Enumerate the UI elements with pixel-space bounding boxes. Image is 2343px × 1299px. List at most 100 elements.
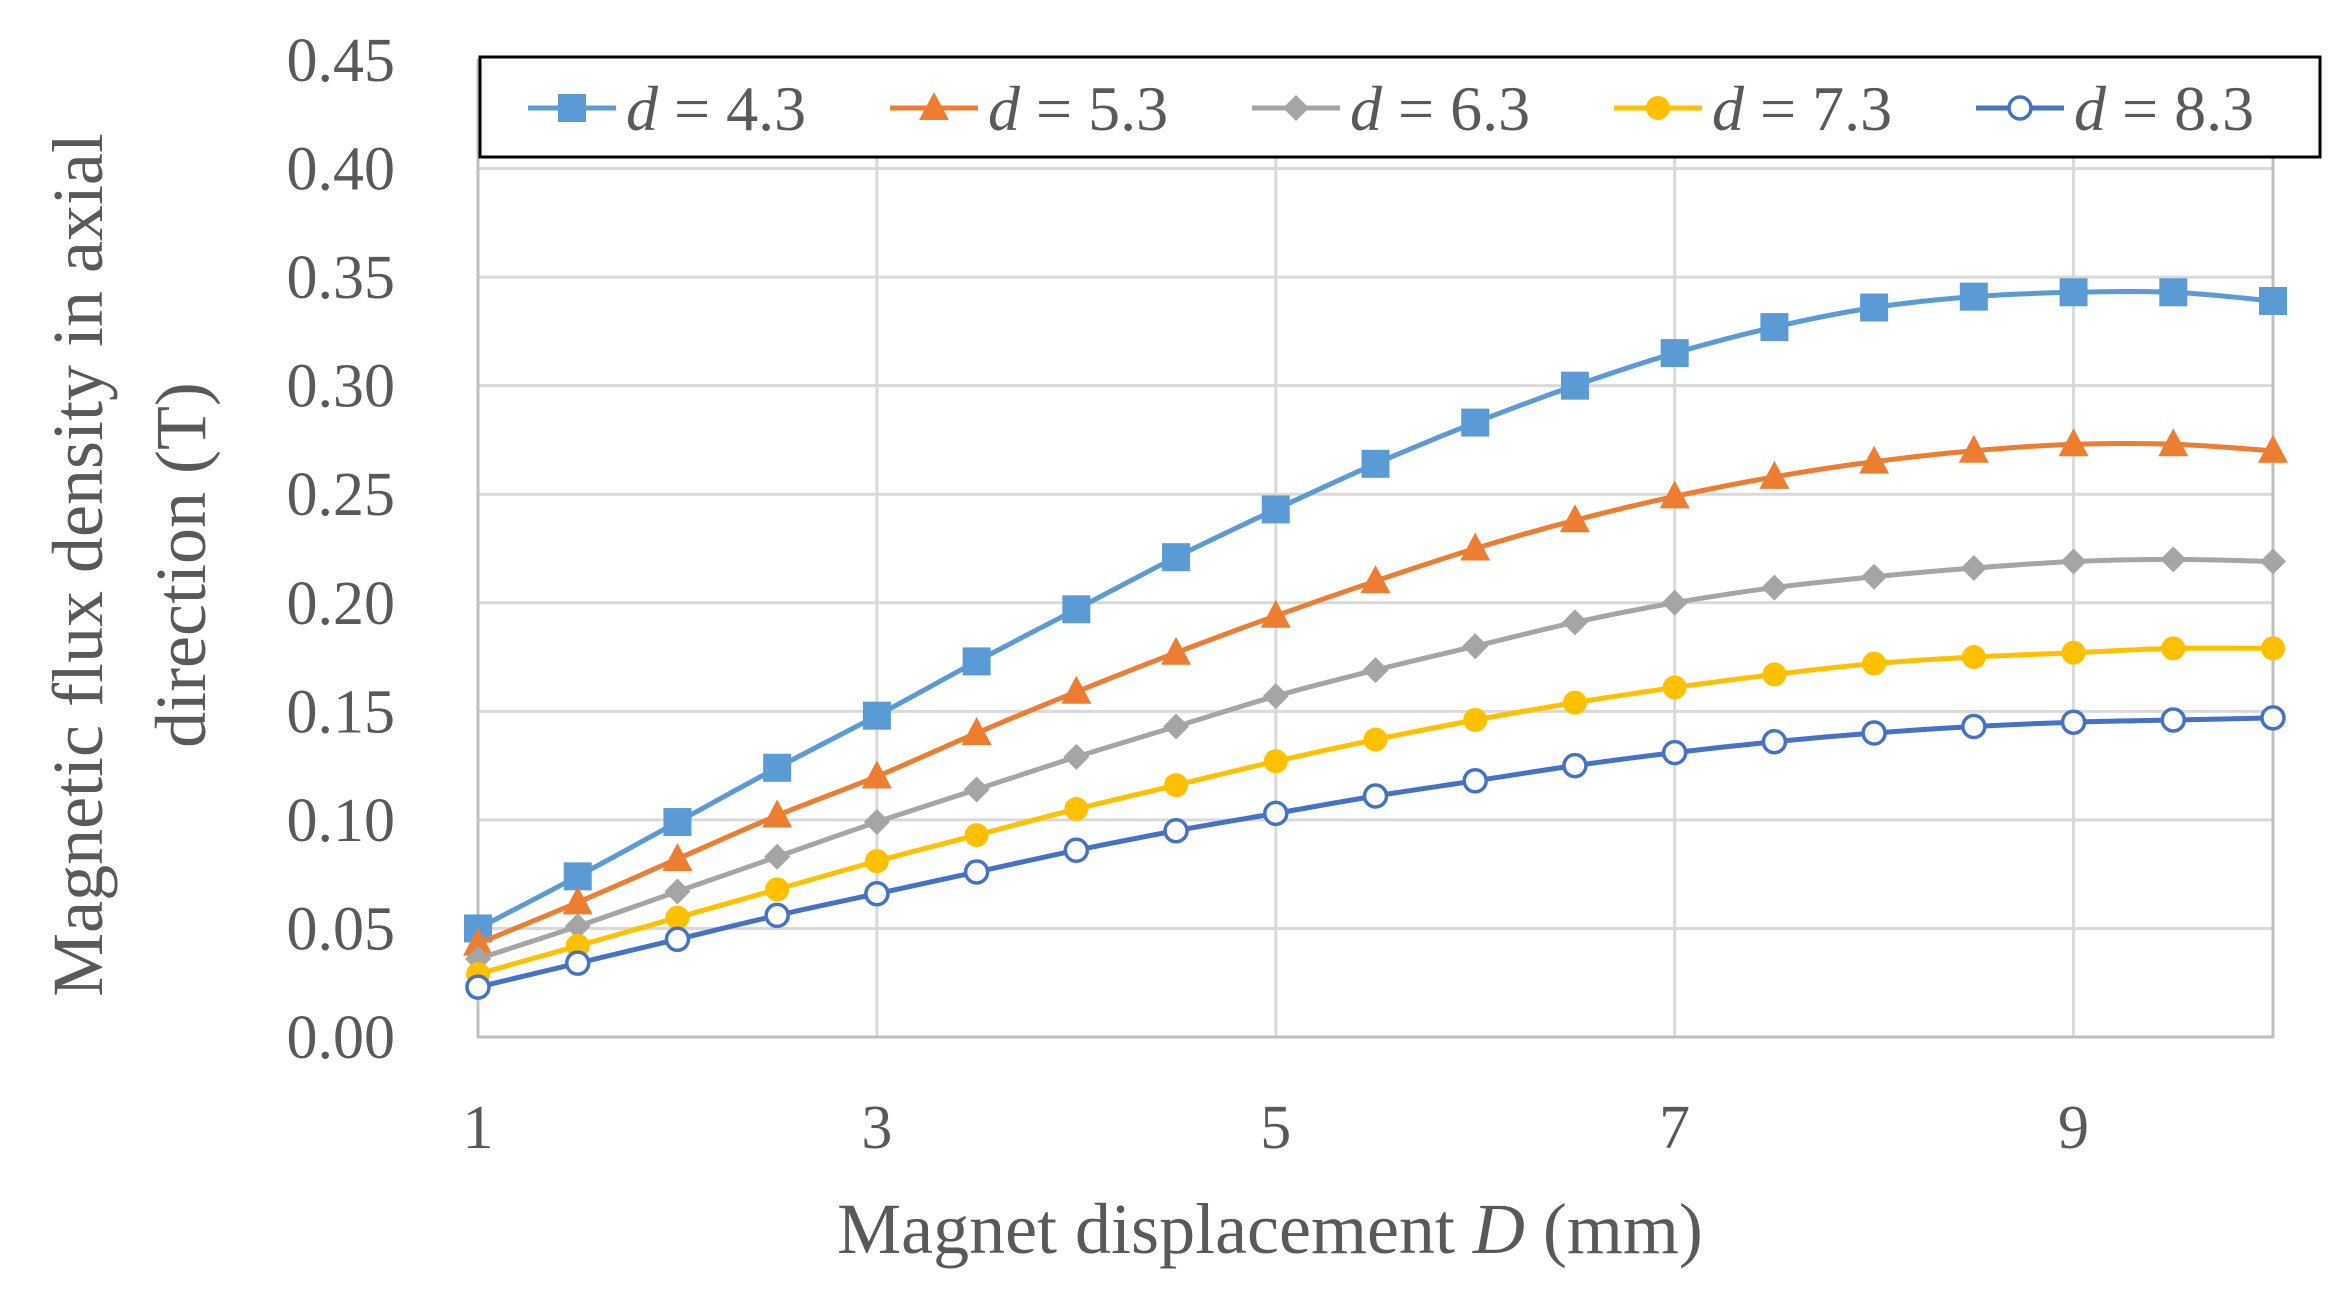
data-point (1362, 783, 1389, 809)
data-point (765, 877, 790, 902)
data-point (1363, 727, 1388, 752)
x-axis-title: Magnet displacement D (mm) (837, 1189, 1703, 1269)
data-point (963, 776, 990, 803)
data-point (1560, 371, 1589, 400)
data-point (2161, 636, 2186, 661)
legend-marker (919, 92, 949, 120)
y-tick-label: 0.10 (287, 787, 396, 855)
data-point (465, 974, 491, 1000)
legend-item: d = 6.3 (1252, 73, 1530, 144)
x-axis-tick-labels: 1 3 5 7 9 (463, 1094, 2090, 1162)
data-point (963, 859, 990, 885)
data-point (662, 842, 693, 871)
data-point (1759, 460, 1790, 489)
legend-label: d = 8.3 (2074, 73, 2254, 144)
data-point (1063, 837, 1090, 864)
data-point (2260, 548, 2286, 575)
data-point (1562, 690, 1587, 715)
data-point (764, 843, 791, 870)
data-point (1063, 743, 1090, 770)
legend-item: d = 5.3 (890, 73, 1168, 144)
legend: d = 4.3 d = 5.3 d = 6.3 d = 7.3 d = 8.3 (478, 55, 2322, 159)
data-point (1462, 633, 1489, 660)
data-point (1261, 495, 1290, 524)
data-point (2259, 286, 2287, 315)
data-point (1062, 595, 1091, 624)
data-point (1460, 532, 1491, 561)
data-point (1860, 293, 1889, 322)
x-tick-label: 1 (463, 1094, 494, 1162)
series-layer (463, 278, 2288, 1000)
series-line (477, 715, 2274, 990)
y-axis-title-line2: direction (T) (141, 382, 221, 748)
legend-label: d = 6.3 (1350, 73, 1530, 144)
data-point (964, 823, 989, 848)
data-point (463, 927, 493, 956)
data-point (1961, 713, 1987, 740)
legend-item: d = 4.3 (528, 73, 806, 144)
data-point (1761, 728, 1788, 755)
series-5 (465, 705, 2286, 1000)
data-point (1760, 313, 1789, 342)
data-point (1061, 675, 1092, 704)
data-point (1064, 797, 1089, 822)
data-point (1660, 339, 1689, 368)
data-point (1958, 434, 1989, 463)
data-point (664, 926, 691, 953)
data-point (2160, 546, 2187, 573)
y-axis-tick-labels: 0.00 0.05 0.10 0.15 0.20 0.25 0.30 0.35 0.40 0.45 (287, 27, 396, 1072)
data-point (2060, 709, 2087, 735)
y-tick-label: 0.40 (287, 136, 396, 204)
data-point (1262, 683, 1289, 710)
legend-marker (1283, 95, 1309, 121)
data-point (1164, 773, 1189, 798)
data-point (2261, 636, 2285, 661)
plot-area-border (476, 58, 2275, 1039)
data-point (1161, 636, 1192, 665)
data-point (1362, 657, 1389, 684)
series-2 (463, 428, 2288, 956)
y-tick-label: 0.35 (287, 244, 396, 312)
data-point (1862, 651, 1887, 676)
data-point (664, 878, 691, 905)
data-point (962, 647, 991, 676)
legend-marker (558, 94, 586, 122)
legend-label: d = 7.3 (1712, 73, 1892, 144)
y-tick-label: 0.05 (287, 895, 396, 963)
data-point (1263, 749, 1288, 774)
y-tick-label: 0.00 (287, 1004, 396, 1072)
series-line (477, 645, 2274, 977)
data-point (1562, 752, 1588, 779)
data-point (1559, 504, 1590, 533)
data-point (1463, 708, 1488, 733)
data-point (864, 880, 890, 907)
data-point (1961, 645, 1986, 670)
data-point (2058, 428, 2089, 457)
data-point (1163, 713, 1190, 740)
data-point (1861, 720, 1887, 746)
data-point (2061, 640, 2086, 665)
y-tick-label: 0.45 (287, 27, 396, 95)
data-point (1361, 449, 1390, 478)
data-point (1163, 817, 1189, 844)
data-point (2059, 278, 2088, 307)
series-3 (465, 546, 2286, 972)
series-4 (466, 636, 2285, 987)
y-axis-title: Magnetic flux density in axial direction… (38, 133, 221, 997)
data-point (1462, 768, 1488, 794)
data-point (864, 849, 889, 874)
data-point (1861, 563, 1888, 590)
legend-marker (1646, 96, 1670, 120)
data-point (863, 809, 890, 836)
data-point (1960, 555, 1987, 582)
legend-label: d = 4.3 (626, 73, 806, 144)
x-tick-label: 5 (1260, 1094, 1291, 1162)
data-point (2158, 428, 2189, 457)
data-point (764, 902, 790, 929)
data-point (665, 905, 690, 930)
data-point (1662, 675, 1687, 700)
legend-label: d = 5.3 (988, 73, 1168, 144)
x-tick-label: 9 (2058, 1094, 2089, 1162)
data-point (1263, 800, 1289, 827)
